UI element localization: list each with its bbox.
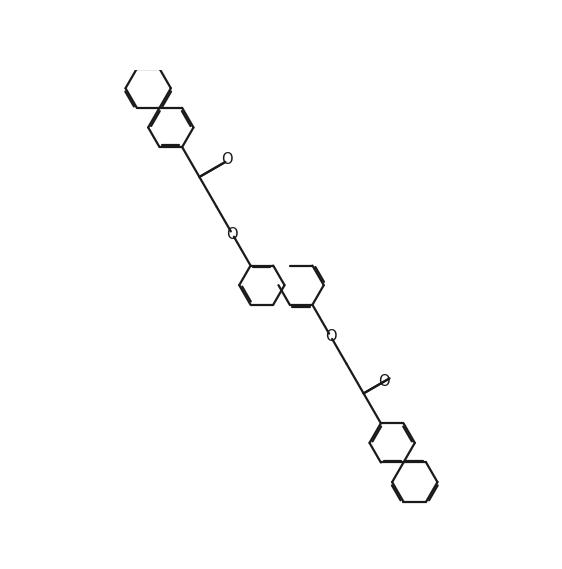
Text: O: O xyxy=(221,152,232,167)
Text: O: O xyxy=(325,329,337,344)
Text: O: O xyxy=(378,374,389,389)
Text: O: O xyxy=(226,227,238,242)
